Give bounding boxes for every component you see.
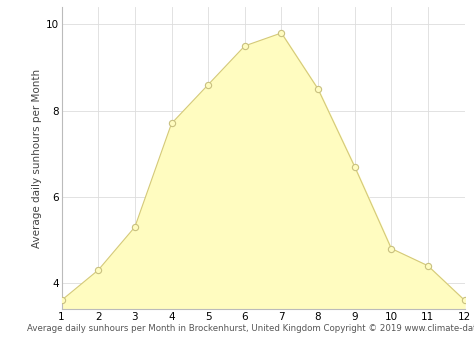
X-axis label: Average daily sunhours per Month in Brockenhurst, United Kingdom Copyright © 201: Average daily sunhours per Month in Broc… xyxy=(27,324,474,333)
Y-axis label: Average daily sunhours per Month: Average daily sunhours per Month xyxy=(32,69,42,247)
